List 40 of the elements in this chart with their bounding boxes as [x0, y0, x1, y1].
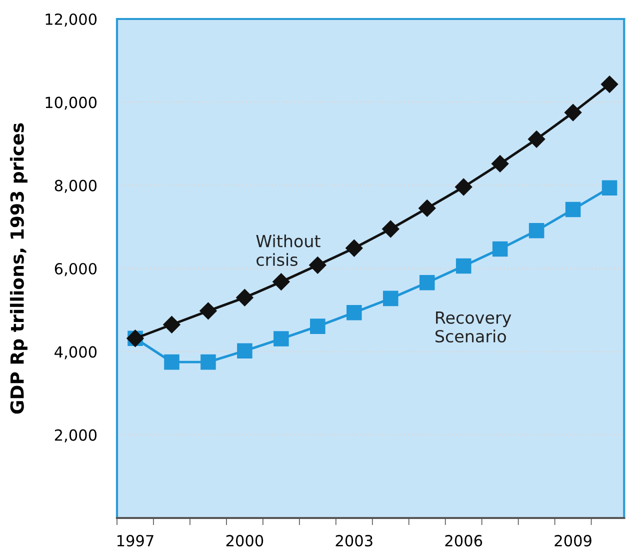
- point: [237, 343, 252, 358]
- point: [564, 104, 582, 122]
- point: [274, 331, 289, 346]
- y-tick-label: 6,000: [54, 262, 97, 276]
- point: [163, 316, 180, 334]
- point: [310, 318, 326, 334]
- point: [309, 256, 326, 274]
- y-tick-label: 10,000: [46, 96, 97, 110]
- series-label: Without crisis: [256, 234, 320, 266]
- point: [418, 200, 436, 217]
- point: [164, 354, 180, 370]
- point: [419, 275, 435, 290]
- y-tick-label: 4,000: [54, 346, 97, 360]
- y-tick-label: 12,000: [46, 13, 97, 27]
- point: [200, 302, 217, 320]
- point: [382, 220, 400, 238]
- x-tick-label: 1997: [117, 534, 154, 546]
- y-tick-label: 8,000: [54, 180, 97, 193]
- point: [346, 240, 363, 257]
- point: [455, 178, 472, 196]
- point: [528, 130, 546, 148]
- point: [272, 273, 290, 290]
- y-axis-title: GDP Rp trillions, 1993 prices: [10, 123, 28, 414]
- x-tick-label: 2003: [336, 534, 372, 546]
- point: [236, 289, 254, 306]
- point: [565, 202, 581, 218]
- point: [382, 290, 398, 306]
- x-tick-label: 2009: [554, 534, 592, 546]
- point: [600, 76, 618, 93]
- x-tick-label: 2006: [445, 534, 482, 546]
- point: [602, 180, 618, 196]
- series-label: Recovery Scenario: [436, 311, 512, 343]
- point: [528, 223, 544, 238]
- y-tick-label: 2,000: [54, 429, 97, 442]
- point: [456, 258, 472, 274]
- point: [492, 241, 508, 257]
- point: [492, 155, 509, 172]
- x-tick-label: 2000: [226, 534, 264, 546]
- point: [346, 304, 362, 320]
- point: [200, 354, 216, 370]
